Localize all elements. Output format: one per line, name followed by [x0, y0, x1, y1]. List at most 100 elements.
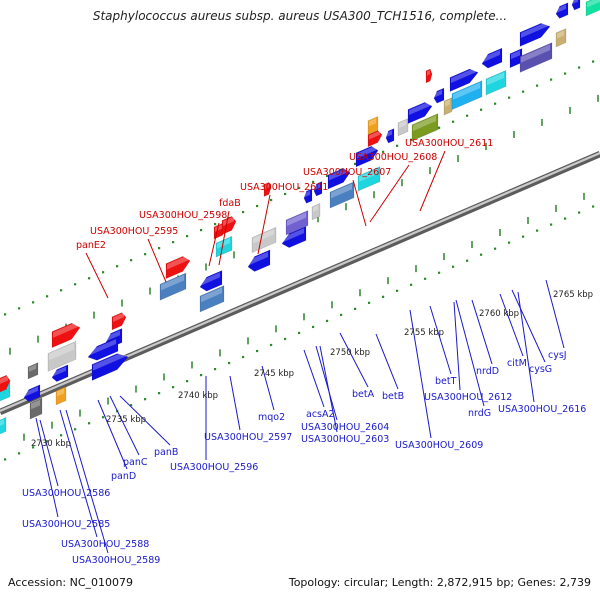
- gene-label-reverse: USA300HOU_2585: [22, 519, 110, 530]
- gene-blue-shape: [313, 181, 323, 197]
- gene-green-shape: [585, 0, 600, 17]
- tick-dot-inner: [88, 422, 91, 425]
- gene-red-gloss: [427, 70, 430, 76]
- gene-blue-gloss: [511, 50, 520, 60]
- tick-dot-outer: [186, 235, 189, 238]
- tick-dot-inner: [550, 223, 553, 226]
- gene-blue: [303, 188, 313, 204]
- gene-silver-shape: [311, 202, 321, 221]
- tick-dot-outer: [242, 210, 245, 214]
- gene-label-forward: USA300HOU_2595: [90, 226, 178, 237]
- gene-blue-gloss: [201, 272, 220, 286]
- tick-dot-inner: [578, 211, 581, 214]
- tick-dot-outer: [270, 198, 273, 202]
- tick-dot-inner: [284, 337, 287, 341]
- gene-blue: [87, 336, 119, 361]
- gene-red: [425, 68, 433, 84]
- gene-cyan-gloss: [487, 72, 504, 86]
- gene-silver-shape: [251, 226, 277, 254]
- gene-label-reverse-leader: [499, 293, 524, 357]
- gene-cyan-shape: [215, 235, 233, 258]
- gene-blue-shape: [51, 364, 69, 382]
- tick-dot-outer: [60, 289, 63, 292]
- tick-dot-outer: [4, 313, 7, 316]
- gene-label-reverse-leader: [119, 395, 171, 446]
- tick-dot-outer: [466, 114, 469, 117]
- tick-dot-outer: [32, 301, 35, 304]
- tick-dot-inner: [466, 259, 469, 262]
- gene-label-forward: USA300HOU_2601: [240, 182, 328, 193]
- gene-blue-gloss: [25, 386, 38, 397]
- gene-orange-gloss: [57, 388, 64, 397]
- gene-red: [165, 255, 191, 280]
- tick-dot-outer: [88, 277, 91, 280]
- gene-label-reverse-leader: [511, 289, 546, 363]
- gene-red-shape: [425, 68, 433, 84]
- tick-dot-inner: [382, 295, 385, 298]
- gene-red-shape: [263, 181, 272, 197]
- tick-dot-outer: [438, 126, 441, 129]
- tick-dot-inner: [480, 253, 483, 256]
- gene-steelblue-gloss: [201, 287, 222, 303]
- gene-label-reverse: betB: [382, 391, 404, 402]
- gene-silver-shape: [397, 118, 409, 137]
- tick-dot-inner: [18, 452, 21, 455]
- tick-dot-inner: [326, 319, 329, 323]
- gene-blue: [449, 67, 479, 92]
- gene-blue: [571, 0, 581, 11]
- gene-green-gloss: [587, 0, 600, 8]
- gene-label-reverse: nrdD: [476, 366, 499, 377]
- kbp-tick-label: 2745 kbp: [254, 369, 294, 379]
- tick-dot-outer: [410, 138, 413, 141]
- gene-blue-gloss: [249, 251, 268, 266]
- gene-label-reverse: acsA2: [306, 409, 335, 420]
- gene-blue: [407, 101, 433, 124]
- gene-label-reverse-leader: [39, 419, 59, 487]
- gene-gray-gloss: [31, 399, 40, 410]
- gene-cyan: [0, 416, 7, 437]
- gene-blue: [433, 87, 445, 104]
- tick-dot-outer: [522, 90, 525, 93]
- tick-dot-inner: [536, 229, 539, 232]
- gene-orange-gloss: [369, 118, 376, 127]
- tick-dot-inner: [270, 343, 273, 347]
- gene-blue-gloss: [483, 49, 500, 63]
- gene-cyan: [357, 166, 381, 192]
- gene-label-reverse-leader: [339, 332, 369, 388]
- gene-blue-gloss: [93, 350, 126, 371]
- tick-dot-inner: [32, 446, 35, 449]
- tick-dot-inner: [228, 361, 231, 365]
- gene-olive-shape: [411, 113, 439, 142]
- gene-silver-gloss: [253, 229, 274, 244]
- gene-label-reverse: USA300HOU_2612: [424, 392, 512, 403]
- gene-green: [585, 0, 600, 17]
- gene-orange-shape: [55, 386, 67, 406]
- gene-red-gloss: [223, 216, 234, 227]
- tick-dot-inner: [186, 380, 189, 383]
- gene-blue-gloss: [89, 339, 116, 356]
- gene-blue: [519, 21, 551, 47]
- gene-label-forward-leader: [218, 210, 230, 266]
- gene-tan: [555, 28, 567, 48]
- gene-label-reverse: USA300HOU_2597: [204, 432, 292, 443]
- gene-silver: [397, 118, 409, 137]
- gene-label-reverse: USA300HOU_2616: [498, 404, 586, 415]
- gene-label-forward: USA300HOU_2598: [139, 210, 227, 221]
- gene-gray-gloss: [29, 364, 36, 372]
- gene-blue: [313, 181, 323, 197]
- gene-label-reverse: nrdG: [468, 408, 491, 419]
- gene-label-forward-leader: [147, 238, 167, 283]
- gene-blue-shape: [555, 2, 569, 19]
- gene-silver: [47, 340, 77, 372]
- gene-blue-gloss: [305, 190, 310, 198]
- tick-dot-inner: [298, 331, 301, 335]
- kbp-tick-label: 2755 kbp: [404, 328, 444, 338]
- tick-dot-inner: [144, 398, 147, 401]
- gene-label-reverse: USA300HOU_2604: [301, 422, 389, 433]
- tick-dot-outer: [200, 229, 203, 232]
- gene-cyan-shape: [0, 416, 7, 437]
- tick-dot-outer: [256, 204, 259, 208]
- gene-blue-shape: [87, 336, 119, 361]
- gene-blue-gloss: [107, 330, 120, 341]
